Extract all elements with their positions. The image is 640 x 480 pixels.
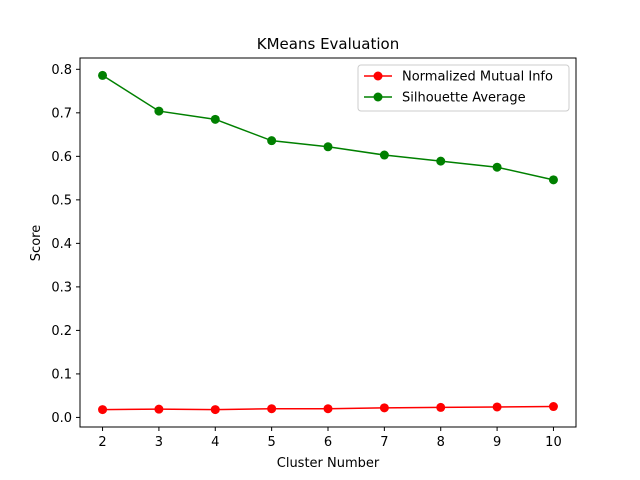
data-point-silhouette-average xyxy=(154,106,164,116)
data-point-silhouette-average xyxy=(267,136,277,146)
data-point-normalized-mutual-info xyxy=(267,404,277,414)
y-tick-label: 0.6 xyxy=(51,150,72,165)
legend-marker-silhouette-average xyxy=(373,92,383,102)
y-axis-ticks: 0.0 0.1 0.2 0.3 0.4 0.5 0.6 0.7 0.8 xyxy=(51,63,80,426)
data-point-silhouette-average xyxy=(98,70,108,80)
data-point-silhouette-average xyxy=(323,142,333,152)
data-point-normalized-mutual-info xyxy=(379,403,389,413)
data-point-normalized-mutual-info xyxy=(492,402,502,412)
x-tick-label: 7 xyxy=(380,435,388,450)
legend-box xyxy=(357,64,570,112)
y-tick-label: 0.2 xyxy=(51,324,72,339)
y-tick-label: 0.8 xyxy=(51,63,72,78)
x-axis-ticks: 2 3 4 5 6 7 8 9 10 xyxy=(98,427,562,450)
x-tick-label: 4 xyxy=(211,435,219,450)
data-point-normalized-mutual-info xyxy=(154,404,164,414)
data-point-normalized-mutual-info xyxy=(98,405,108,415)
data-point-normalized-mutual-info xyxy=(210,405,220,415)
x-tick-label: 10 xyxy=(545,435,562,450)
x-tick-label: 5 xyxy=(267,435,275,450)
y-tick-label: 0.5 xyxy=(51,193,72,208)
y-tick-label: 0.0 xyxy=(51,411,72,426)
data-point-silhouette-average xyxy=(436,156,446,166)
x-tick-label: 8 xyxy=(437,435,445,450)
legend-label-silhouette-average: Silhouette Average xyxy=(402,91,526,106)
plot-area xyxy=(80,58,576,427)
y-tick-label: 0.7 xyxy=(51,106,72,121)
data-point-silhouette-average xyxy=(548,175,558,185)
data-point-silhouette-average xyxy=(379,150,389,160)
data-point-silhouette-average xyxy=(492,162,502,172)
data-point-silhouette-average xyxy=(210,114,220,124)
y-tick-label: 0.3 xyxy=(51,280,72,295)
x-tick-label: 6 xyxy=(324,435,332,450)
x-tick-label: 9 xyxy=(493,435,501,450)
x-tick-label: 2 xyxy=(98,435,106,450)
x-tick-label: 3 xyxy=(155,435,163,450)
y-tick-label: 0.1 xyxy=(51,367,72,382)
legend: Normalized Mutual Info Silhouette Averag… xyxy=(357,64,570,112)
data-point-normalized-mutual-info xyxy=(323,404,333,414)
data-point-normalized-mutual-info xyxy=(436,402,446,412)
chart-title: KMeans Evaluation xyxy=(257,35,399,53)
legend-label-normalized-mutual-info: Normalized Mutual Info xyxy=(402,70,553,85)
plot-frame xyxy=(79,57,577,428)
data-point-normalized-mutual-info xyxy=(548,402,558,412)
series-layer xyxy=(98,70,558,415)
y-tick-label: 0.4 xyxy=(51,237,72,252)
x-axis-label: Cluster Number xyxy=(277,456,380,471)
y-axis-label: Score xyxy=(29,225,44,261)
legend-marker-normalized-mutual-info xyxy=(373,71,383,81)
